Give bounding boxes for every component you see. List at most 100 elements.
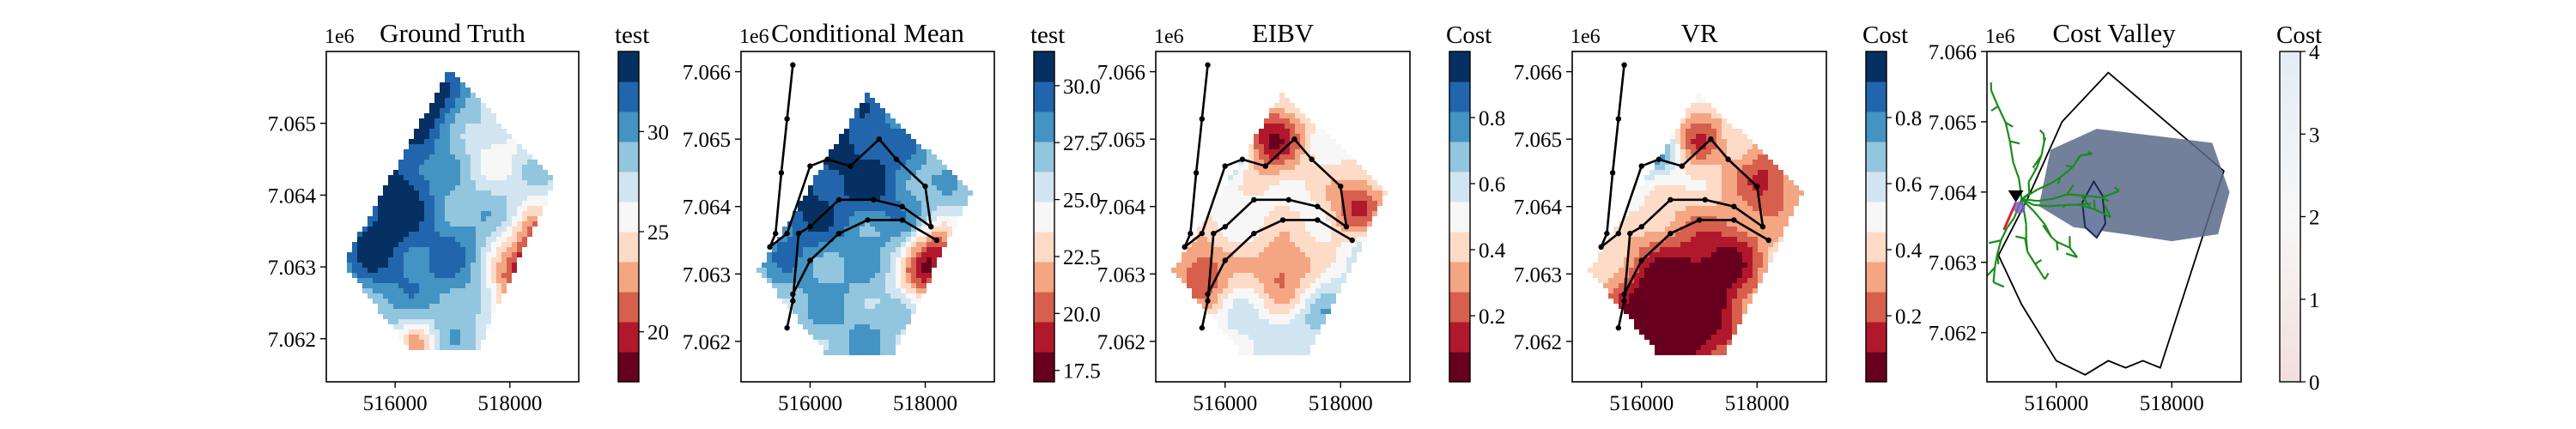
heat-cell — [937, 165, 942, 170]
heat-cell — [880, 237, 885, 242]
heat-cell — [404, 314, 409, 319]
heat-cell — [440, 319, 445, 324]
heat-cell — [1660, 180, 1665, 185]
heat-cell — [1686, 170, 1691, 175]
heat-cell — [829, 314, 834, 319]
heat-cell — [1300, 160, 1305, 165]
heat-cell — [450, 227, 455, 232]
heat-cell — [1675, 335, 1680, 340]
heat-cell — [896, 190, 901, 196]
heat-cell — [398, 309, 404, 314]
heat-cell — [1336, 288, 1341, 293]
heat-cell — [890, 299, 896, 304]
heat-cell — [378, 227, 383, 232]
heat-cell — [1732, 237, 1737, 242]
heat-cell — [1670, 154, 1675, 160]
heat-cell — [1274, 288, 1279, 293]
heat-cell — [1223, 232, 1228, 237]
heat-cell — [1264, 227, 1269, 232]
heat-cell — [860, 288, 865, 293]
heat-cell — [450, 175, 455, 180]
heat-cell — [818, 288, 823, 293]
heat-cell — [834, 144, 839, 149]
heat-cell — [450, 299, 455, 304]
heat-cell — [445, 216, 450, 221]
heat-cell — [1716, 247, 1722, 252]
heat-cell — [885, 293, 890, 299]
heat-cell — [927, 237, 932, 242]
heat-cell — [1727, 263, 1732, 268]
heat-cell — [921, 206, 927, 211]
heat-cell — [1655, 350, 1660, 355]
heat-cell — [1305, 221, 1310, 227]
heat-cell — [1285, 273, 1290, 278]
heat-cell — [808, 190, 813, 196]
heat-cell — [501, 129, 507, 134]
heat-cell — [890, 309, 896, 314]
heat-cell — [1367, 196, 1372, 201]
heat-cell — [1326, 252, 1331, 257]
heat-cell — [911, 160, 916, 165]
heat-cell — [1649, 314, 1655, 319]
heat-cell — [414, 283, 419, 288]
heat-cell — [813, 232, 818, 237]
heat-cell — [486, 278, 491, 283]
heat-cell — [1644, 293, 1649, 299]
heat-cell — [1295, 242, 1300, 247]
heat-cell — [787, 304, 793, 309]
heat-cell — [808, 263, 813, 268]
heat-cell — [1737, 257, 1742, 263]
heat-cell — [455, 185, 460, 190]
heat-cell — [424, 232, 429, 237]
heat-cell — [1238, 293, 1243, 299]
heat-cell — [1269, 257, 1274, 263]
heat-cell — [896, 124, 901, 129]
heat-cell — [849, 196, 854, 201]
heat-cell — [1300, 309, 1305, 314]
heat-cell — [388, 242, 393, 247]
heat-cell — [1310, 319, 1315, 324]
heat-cell — [373, 268, 378, 273]
heat-cell — [398, 268, 404, 273]
heat-cell — [481, 247, 486, 252]
heat-cell — [1310, 247, 1315, 252]
heat-cell — [1737, 268, 1742, 273]
heat-cell — [870, 165, 875, 170]
heat-cell — [921, 154, 927, 160]
heat-cell — [1310, 134, 1315, 139]
heat-cell — [1228, 263, 1233, 268]
heatmap-cells — [1588, 93, 1804, 355]
heat-cell — [1315, 201, 1321, 206]
heat-cell — [1310, 329, 1315, 335]
heat-cell — [849, 160, 854, 165]
heat-cell — [450, 134, 455, 139]
heat-cell — [1295, 232, 1300, 237]
heat-cell — [1264, 139, 1269, 144]
heat-cell — [1362, 196, 1367, 201]
heat-cell — [1274, 113, 1279, 118]
heat-cell — [517, 196, 522, 201]
heat-cell — [1249, 340, 1254, 345]
heat-cell — [471, 103, 476, 108]
heat-cell — [1295, 329, 1300, 335]
heat-cell — [932, 263, 937, 268]
heat-cell — [1321, 257, 1326, 263]
heat-cell — [1608, 273, 1613, 278]
heat-cell — [414, 190, 419, 196]
heat-cell — [823, 190, 829, 196]
heat-cell — [798, 309, 803, 314]
heat-cell — [1192, 257, 1197, 263]
heat-cell — [1192, 242, 1197, 247]
heat-cell — [1675, 237, 1680, 242]
heat-cell — [916, 154, 921, 160]
heat-cell — [813, 309, 818, 314]
heat-cell — [865, 283, 870, 288]
heat-cell — [1336, 221, 1341, 227]
heat-cell — [409, 283, 414, 288]
heat-cell — [491, 160, 496, 165]
heat-cell — [808, 185, 813, 190]
heat-cell — [1675, 288, 1680, 293]
heat-cell — [1716, 129, 1722, 134]
heat-cell — [1310, 211, 1315, 216]
heat-cell — [1305, 299, 1310, 304]
